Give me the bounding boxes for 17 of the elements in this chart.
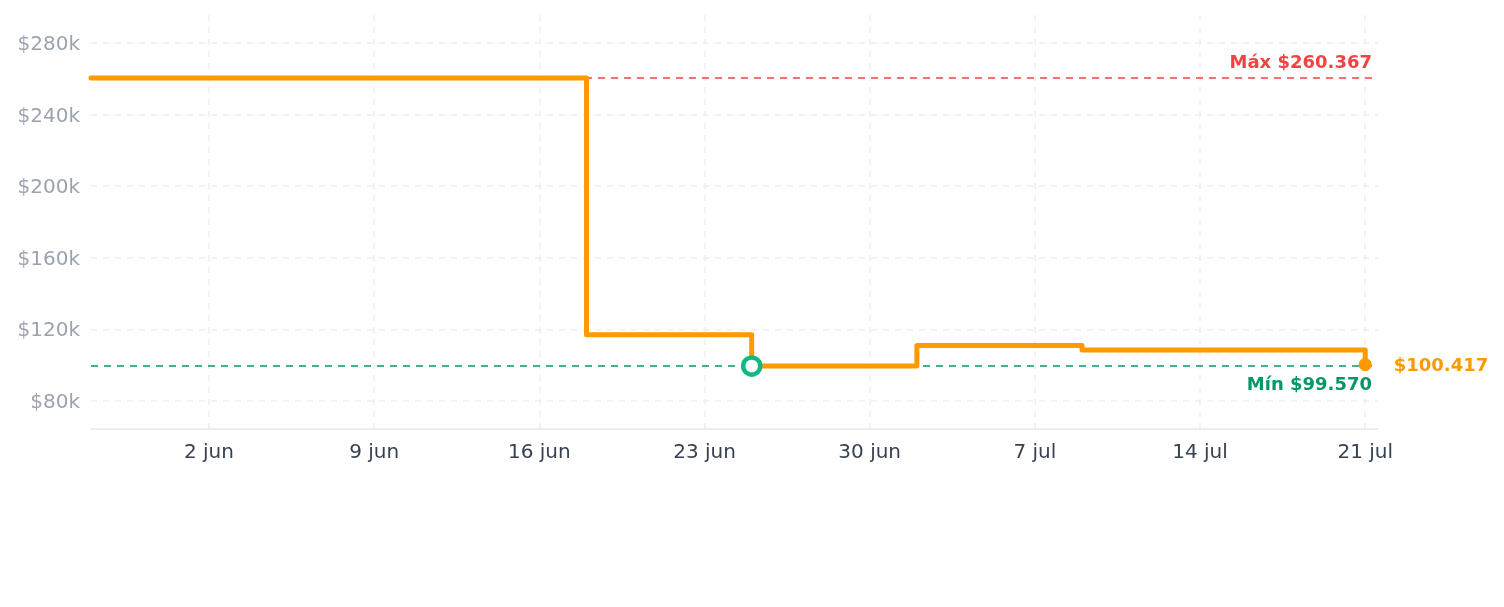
y-tick-label: $80k: [30, 389, 81, 414]
y-tick-label: $200k: [17, 174, 81, 199]
ref-line-label: Mín $99.570: [1246, 372, 1372, 394]
x-tick-label: 30 jun: [838, 439, 902, 463]
y-tick-label: $280k: [17, 30, 81, 55]
data-label: $100.417: [1393, 354, 1489, 376]
x-tick-label: 9 jun: [349, 439, 400, 463]
y-tick-label: $160k: [17, 245, 81, 270]
x-tick-label: 2 jun: [183, 439, 234, 463]
y-tick-label: $240k: [17, 102, 81, 127]
ref-line-label: Máx $260.367: [1229, 50, 1372, 72]
y-tick-label: $120k: [17, 317, 81, 342]
x-tick-label: 21 jul: [1337, 439, 1394, 463]
x-tick-label: 16 jun: [507, 439, 571, 463]
x-tick-label: 14 jul: [1172, 439, 1228, 463]
x-tick-label: 7 jul: [1013, 439, 1057, 463]
x-tick-label: 23 jun: [673, 439, 736, 463]
